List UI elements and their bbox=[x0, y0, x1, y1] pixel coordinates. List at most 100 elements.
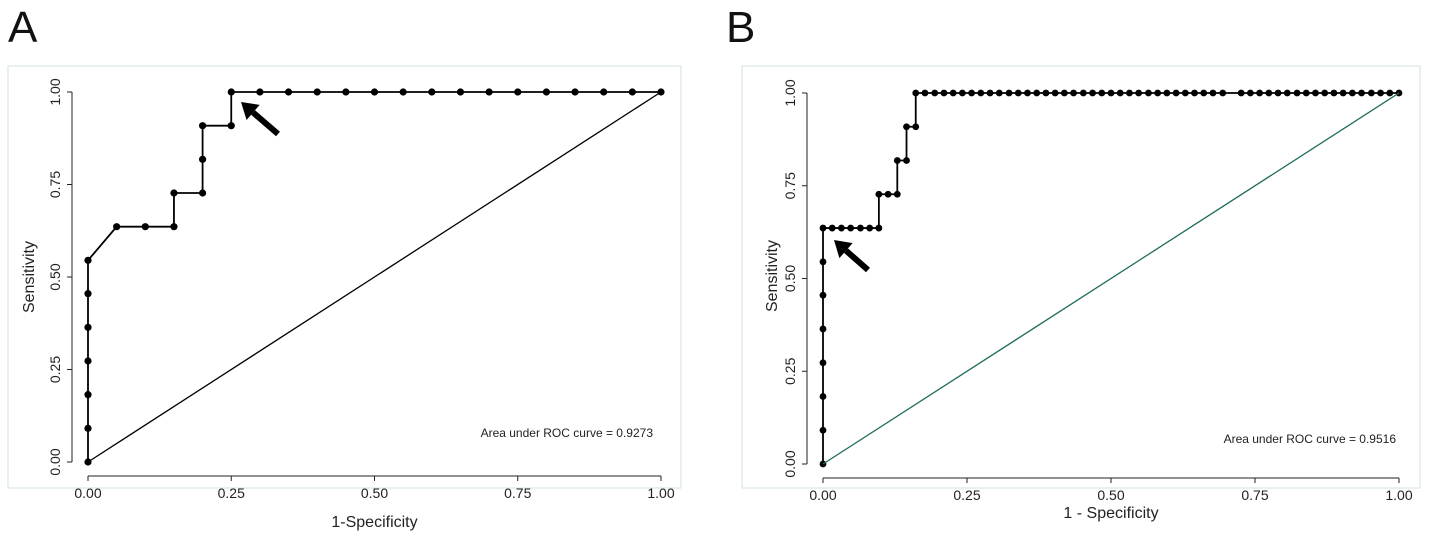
roc-point-b bbox=[912, 89, 920, 97]
x-tick-label-a: 1.00 bbox=[647, 485, 674, 501]
roc-point-b bbox=[1098, 89, 1106, 97]
reference-line-b bbox=[822, 92, 1400, 465]
roc-point-a bbox=[514, 88, 522, 96]
roc-point-a bbox=[313, 88, 321, 96]
roc-point-a bbox=[84, 290, 92, 298]
roc-point-a bbox=[227, 88, 235, 96]
reference-line-a bbox=[87, 91, 662, 463]
roc-point-a bbox=[284, 88, 293, 96]
roc-point-b bbox=[903, 157, 910, 164]
roc-point-a bbox=[84, 357, 92, 365]
y-tick-label-b: 0.50 bbox=[782, 265, 798, 292]
roc-point-b bbox=[866, 224, 874, 232]
roc-point-b bbox=[893, 157, 901, 164]
roc-point-b bbox=[1209, 89, 1217, 97]
roc-point-b bbox=[1005, 89, 1013, 97]
roc-point-a bbox=[113, 223, 121, 231]
roc-point-b bbox=[819, 325, 827, 333]
roc-point-b bbox=[1154, 89, 1162, 97]
roc-point-b bbox=[1107, 89, 1115, 97]
roc-point-a bbox=[571, 88, 579, 96]
roc-point-b bbox=[986, 89, 994, 97]
x-tick-label-a: 0.00 bbox=[74, 485, 101, 501]
roc-point-b bbox=[875, 190, 883, 198]
roc-point-b bbox=[884, 190, 892, 198]
roc-point-b bbox=[857, 224, 864, 232]
roc-point-b bbox=[1116, 89, 1124, 97]
arrow-head-b bbox=[834, 240, 853, 259]
roc-point-a bbox=[227, 122, 235, 130]
roc-point-b bbox=[875, 224, 883, 232]
roc-point-b bbox=[1377, 89, 1384, 97]
roc-point-b bbox=[912, 123, 920, 131]
roc-point-b bbox=[1321, 89, 1329, 97]
roc-point-b bbox=[1274, 89, 1282, 97]
roc-point-b bbox=[968, 89, 976, 97]
roc-point-b bbox=[903, 123, 910, 131]
roc-point-b bbox=[1283, 89, 1291, 97]
roc-point-b bbox=[1358, 89, 1365, 97]
roc-point-b bbox=[1126, 89, 1133, 97]
roc-point-b bbox=[1256, 89, 1264, 97]
roc-point-b bbox=[1367, 89, 1375, 97]
roc-point-a bbox=[84, 391, 92, 399]
roc-point-b bbox=[828, 224, 836, 232]
roc-point-b bbox=[949, 89, 957, 97]
auc-annotation-a: Area under ROC curve = 0.9273 bbox=[481, 426, 654, 440]
y-tick-label-b: 0.00 bbox=[782, 450, 798, 477]
y-tick-label-a: 0.75 bbox=[47, 171, 63, 198]
roc-point-a bbox=[199, 122, 207, 130]
roc-point-b bbox=[1330, 89, 1338, 97]
roc-point-b bbox=[1060, 89, 1068, 97]
roc-point-a bbox=[428, 88, 436, 96]
roc-point-b bbox=[819, 258, 827, 266]
roc-point-b bbox=[1237, 89, 1245, 97]
roc-point-b bbox=[1386, 89, 1394, 97]
roc-point-a bbox=[84, 424, 92, 432]
roc-point-b bbox=[1348, 89, 1356, 97]
roc-point-b bbox=[995, 89, 1003, 97]
roc-point-b bbox=[893, 190, 901, 198]
roc-point-b bbox=[1042, 89, 1050, 97]
roc-point-b bbox=[819, 224, 827, 232]
roc-point-a bbox=[456, 88, 465, 96]
y-tick-label-b: 0.25 bbox=[782, 357, 798, 384]
roc-point-b bbox=[1163, 89, 1171, 97]
roc-point-a bbox=[141, 223, 149, 231]
roc-point-b bbox=[1265, 89, 1273, 97]
roc-point-b bbox=[921, 89, 929, 97]
roc-point-a bbox=[170, 189, 178, 197]
arrow-head-a bbox=[241, 102, 260, 121]
roc-point-b bbox=[1089, 89, 1096, 97]
x-tick-label-a: 0.25 bbox=[218, 485, 245, 501]
roc-point-b bbox=[838, 224, 845, 232]
x-tick-label-b: 0.50 bbox=[1097, 487, 1124, 503]
roc-point-b bbox=[819, 426, 827, 434]
x-tick-label-a: 0.75 bbox=[504, 485, 531, 501]
roc-point-a bbox=[199, 189, 207, 197]
plot-frame-a bbox=[7, 65, 682, 489]
roc-point-b bbox=[1172, 89, 1180, 97]
roc-point-b bbox=[1302, 89, 1310, 97]
roc-point-b bbox=[1219, 89, 1227, 97]
roc-point-a bbox=[342, 88, 350, 96]
roc-point-a bbox=[485, 88, 493, 96]
roc-point-b bbox=[819, 359, 827, 367]
x-tick-label-b: 0.25 bbox=[953, 487, 980, 503]
x-tick-label-b: 0.00 bbox=[809, 487, 836, 503]
auc-annotation-b: Area under ROC curve = 0.9516 bbox=[1224, 432, 1397, 446]
y-tick-label-a: 0.00 bbox=[47, 448, 63, 475]
y-tick-label-b: 1.00 bbox=[782, 79, 798, 106]
roc-point-b bbox=[819, 393, 827, 400]
roc-point-b bbox=[1014, 89, 1022, 97]
roc-point-b bbox=[1079, 89, 1087, 97]
roc-point-a bbox=[84, 323, 92, 331]
y-tick-label-a: 0.50 bbox=[47, 263, 63, 290]
panel-label-a: A bbox=[8, 3, 38, 52]
arrow-shaft-a bbox=[251, 110, 280, 137]
y-axis-title-b: Sensitivity bbox=[764, 240, 781, 312]
roc-point-b bbox=[847, 224, 855, 232]
roc-point-a bbox=[370, 88, 379, 96]
plot-frame-b bbox=[741, 65, 1421, 489]
roc-point-b bbox=[819, 291, 827, 299]
